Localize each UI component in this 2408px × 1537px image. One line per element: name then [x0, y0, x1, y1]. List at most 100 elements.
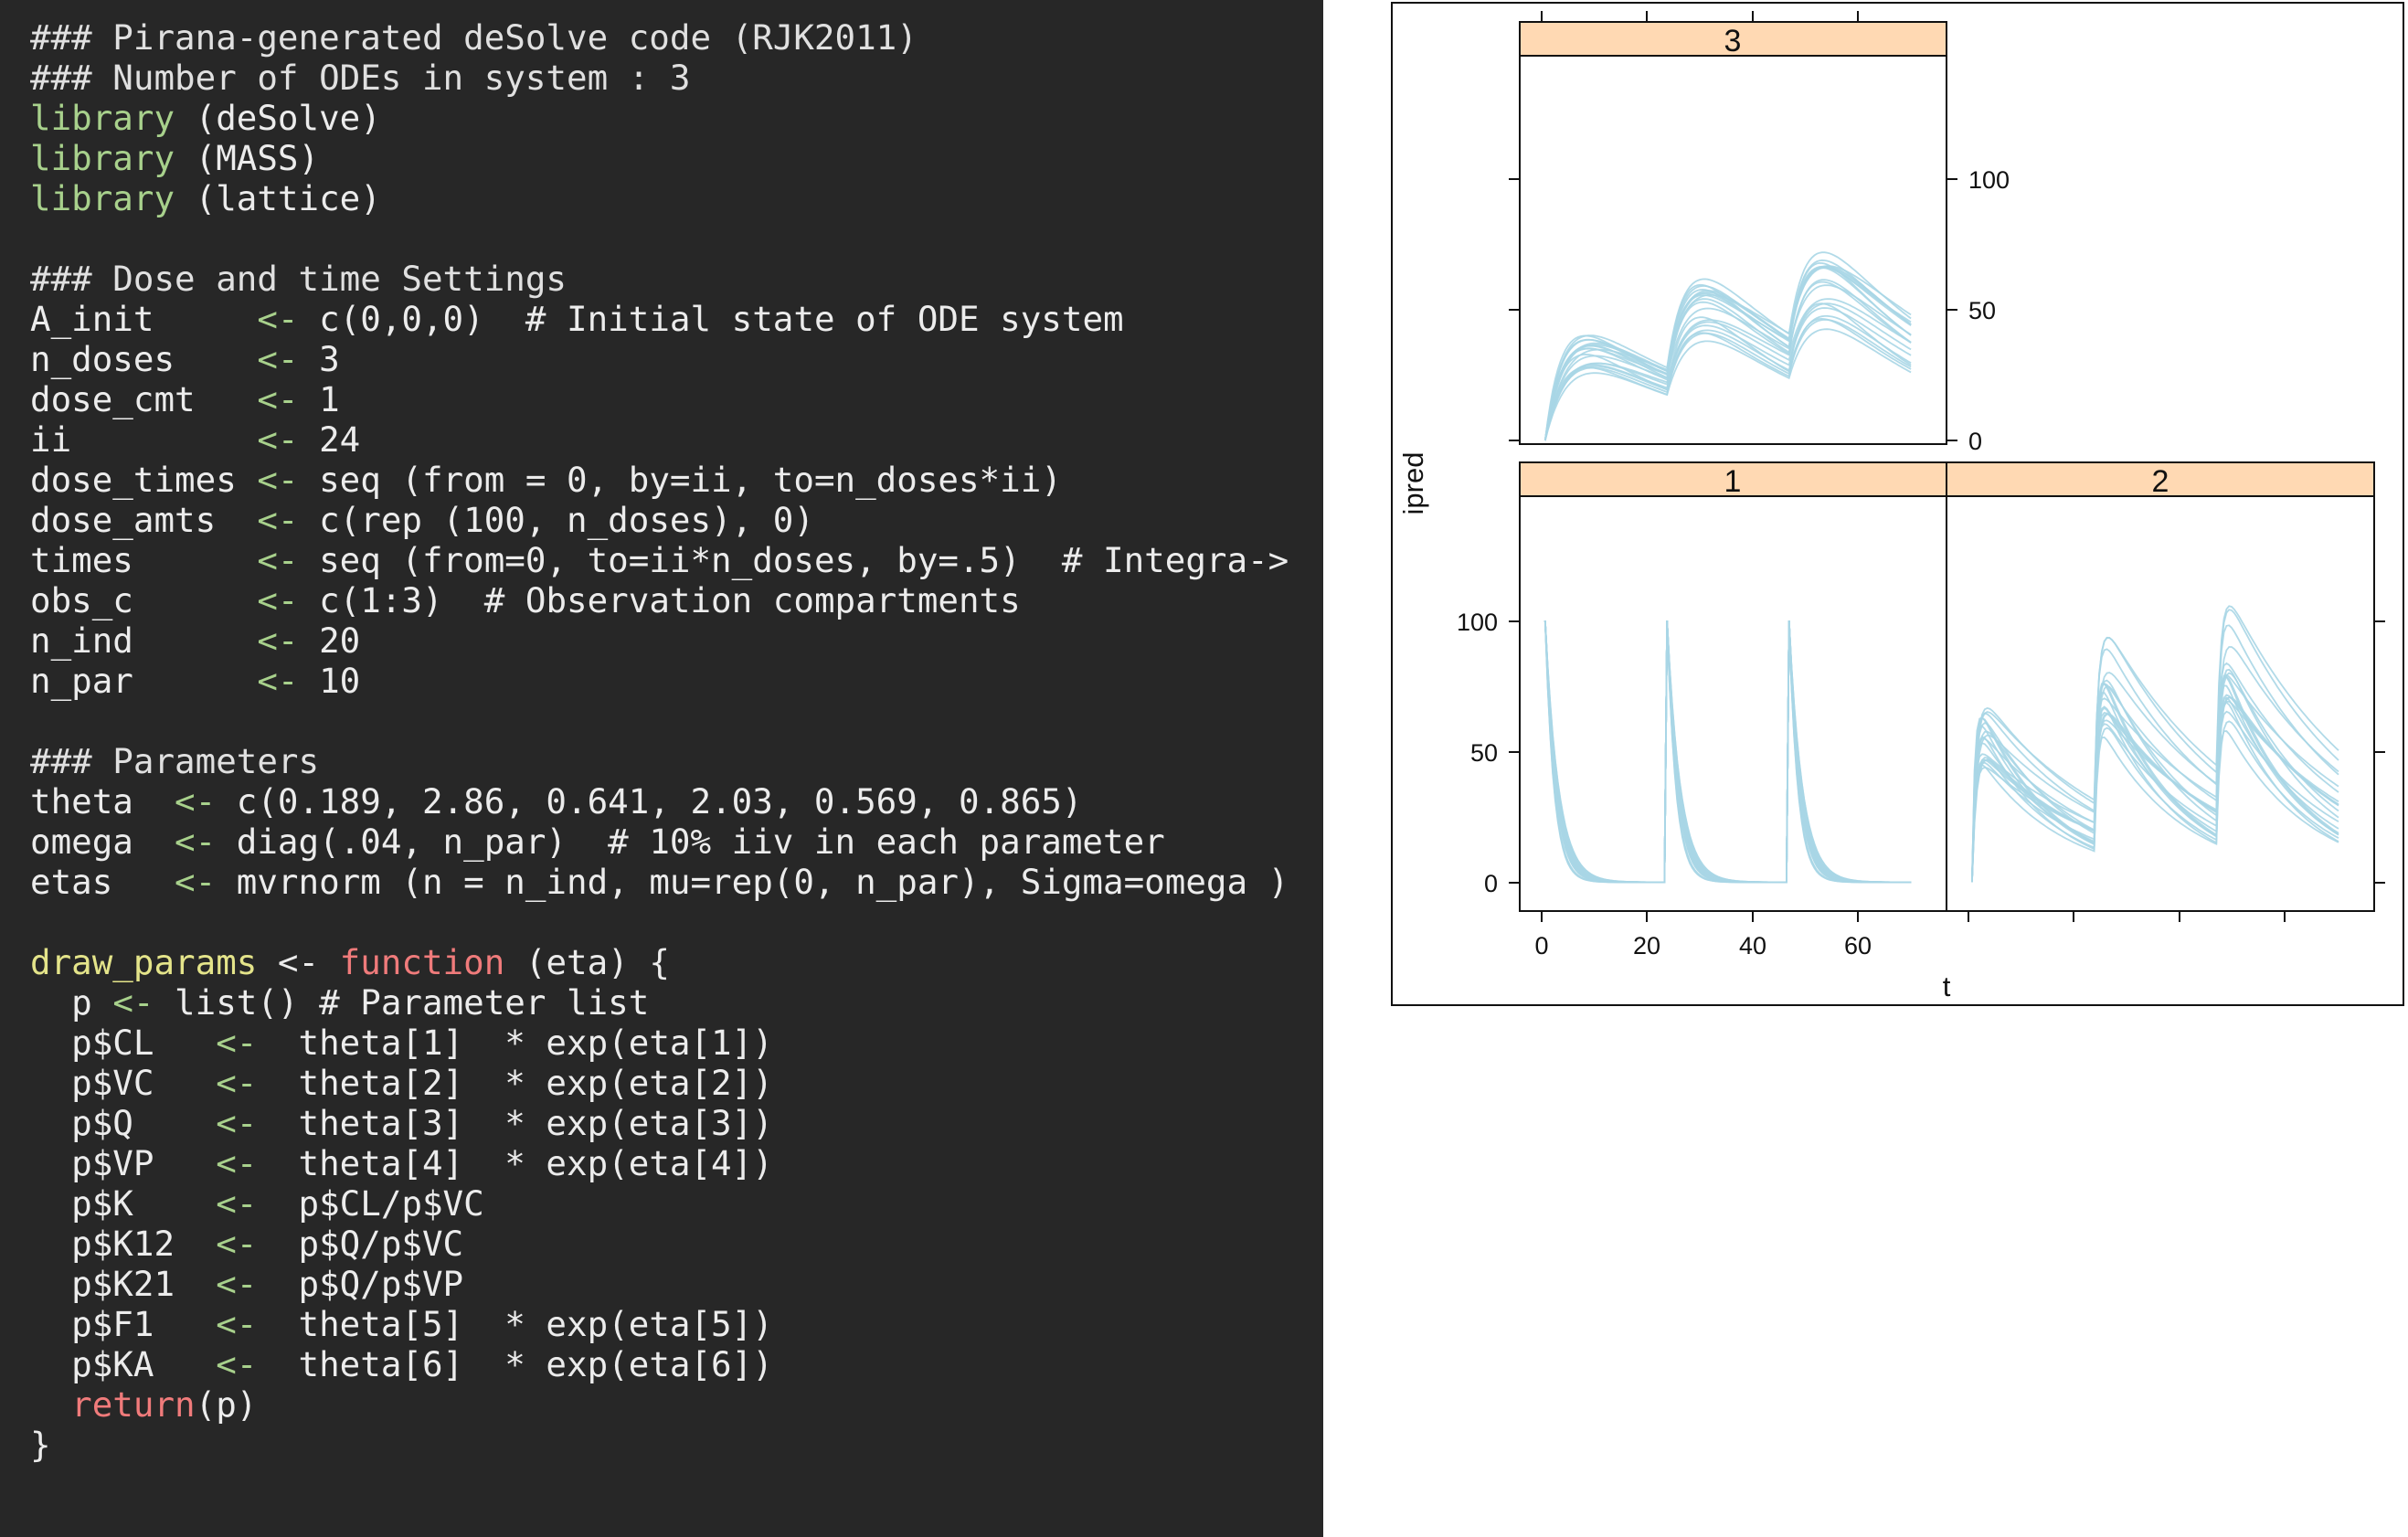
code-token: <-	[257, 540, 299, 580]
individual-curve	[1543, 318, 1912, 441]
individual-curve	[1543, 620, 1912, 884]
code-token: c(0.189, 2.86, 0.641, 2.03, 0.569, 0.865…	[216, 781, 1083, 822]
code-token: <-	[257, 500, 299, 540]
individual-curve	[1543, 620, 1912, 884]
individual-curve	[1543, 328, 1912, 441]
code-token: seq (from=0, to=ii*n_doses, by=.5) # Int…	[298, 540, 1289, 580]
code-token: p	[30, 982, 113, 1023]
code-line: etas <- mvrnorm (n = n_ind, mu=rep(0, n_…	[30, 862, 1289, 902]
panel-3: 3	[1519, 21, 1947, 445]
x-tick-label-0: 0	[1534, 932, 1548, 959]
individual-curve	[1543, 620, 1912, 884]
code-line: p$K <- p$CL/p$VC	[30, 1183, 1289, 1224]
individual-curve	[1971, 696, 2339, 883]
code-token: p$CL	[30, 1023, 217, 1063]
individual-curve	[1543, 620, 1912, 884]
code-line	[30, 902, 1289, 942]
y-tick-label-left-0: 0	[1484, 870, 1498, 897]
code-token: p$CL/p$VC	[257, 1183, 484, 1224]
plot-canvas: 3 1 2	[1397, 11, 2385, 1002]
individual-curve	[1543, 620, 1912, 884]
code-token: <-	[216, 1344, 258, 1384]
code-token: ii	[30, 419, 258, 460]
code-token: <-	[216, 1304, 258, 1344]
code-line: p <- list() # Parameter list	[30, 982, 1289, 1023]
code-line: p$F1 <- theta[5] * exp(eta[5])	[30, 1304, 1289, 1344]
individual-curve	[1543, 620, 1912, 884]
individual-curve	[1971, 730, 2339, 883]
strip-panel-3	[1519, 21, 1947, 57]
individual-curve	[1971, 696, 2339, 883]
panel-2-border	[1946, 495, 2375, 912]
code-token: library	[30, 138, 175, 178]
code-editor: ### Pirana-generated deSolve code (RJK20…	[30, 17, 1289, 1465]
code-line: p$VC <- theta[2] * exp(eta[2])	[30, 1063, 1289, 1103]
individual-curve	[1543, 266, 1912, 441]
individual-curve	[1543, 620, 1912, 884]
x-axis-title: t	[1943, 970, 1951, 1002]
individual-curve	[1971, 646, 2339, 883]
code-token: theta[3] * exp(eta[3])	[257, 1103, 773, 1143]
code-token: <-	[257, 460, 299, 500]
code-token: mvrnorm (n = n_ind, mu=rep(0, n_par), Si…	[216, 862, 1289, 902]
code-line: library (deSolve)	[30, 98, 1289, 138]
code-line: n_par <- 10	[30, 661, 1289, 701]
y-tick-label-right-50: 50	[1968, 297, 1996, 324]
code-token: obs_c	[30, 580, 258, 620]
code-token: (p)	[195, 1384, 258, 1425]
code-token: ### Parameters	[30, 741, 320, 781]
code-line: n_ind <- 20	[30, 620, 1289, 661]
code-line: n_doses <- 3	[30, 339, 1289, 379]
code-token: dose_times	[30, 460, 258, 500]
code-token: draw_params	[30, 942, 258, 982]
y-tick-label-left-50: 50	[1470, 739, 1498, 767]
code-token: 20	[298, 620, 361, 661]
code-line: dose_times <- seq (from = 0, by=ii, to=n…	[30, 460, 1289, 500]
code-token: theta[5] * exp(eta[5])	[257, 1304, 773, 1344]
code-token: }	[30, 1425, 51, 1465]
code-token: library	[30, 178, 175, 218]
code-line: dose_cmt <- 1	[30, 379, 1289, 419]
code-line	[30, 701, 1289, 741]
x-tick-label-60: 60	[1844, 932, 1872, 959]
curves-panel-1	[1543, 620, 1912, 884]
lattice-plot: 3 1 2	[1391, 2, 2404, 1006]
code-token: etas	[30, 862, 175, 902]
individual-curve	[1971, 624, 2339, 883]
code-token: <-	[175, 862, 217, 902]
panel-2: 2	[1946, 461, 2375, 912]
individual-curve	[1543, 265, 1912, 441]
code-token: (lattice)	[175, 178, 381, 218]
y-axis-title: ipred	[1397, 452, 1429, 515]
individual-curve	[1971, 605, 2339, 883]
code-token: <-	[216, 1143, 258, 1183]
y-tick-label-left-100: 100	[1457, 609, 1498, 636]
code-token: 3	[298, 339, 340, 379]
panel-3-border	[1519, 55, 1947, 445]
individual-curve	[1543, 302, 1912, 441]
code-token: <-	[216, 1264, 258, 1304]
individual-curve	[1543, 265, 1912, 441]
individual-curve	[1971, 701, 2339, 883]
individual-curve	[1543, 620, 1912, 884]
code-token: c(1:3) # Observation compartments	[298, 580, 1021, 620]
code-token: ### Pirana-generated deSolve code (RJK20…	[30, 17, 918, 58]
code-line	[30, 218, 1289, 259]
individual-curve	[1543, 620, 1912, 884]
code-token: <-	[257, 580, 299, 620]
code-token: <-	[257, 942, 340, 982]
individual-curve	[1543, 620, 1912, 884]
individual-curve	[1543, 307, 1912, 441]
code-token: <-	[257, 299, 299, 339]
code-token: <-	[216, 1063, 258, 1103]
code-token: theta[6] * exp(eta[6])	[257, 1344, 773, 1384]
strip-label-panel-1: 1	[1724, 464, 1742, 499]
code-token: p$KA	[30, 1344, 217, 1384]
strip-label-panel-2: 2	[2152, 464, 2169, 499]
code-token: theta[1] * exp(eta[1])	[257, 1023, 773, 1063]
code-line: theta <- c(0.189, 2.86, 0.641, 2.03, 0.5…	[30, 781, 1289, 822]
code-token: p$Q/p$VP	[257, 1264, 464, 1304]
code-token: ### Number of ODEs in system : 3	[30, 58, 691, 98]
individual-curve	[1543, 314, 1912, 441]
code-line: return(p)	[30, 1384, 1289, 1425]
